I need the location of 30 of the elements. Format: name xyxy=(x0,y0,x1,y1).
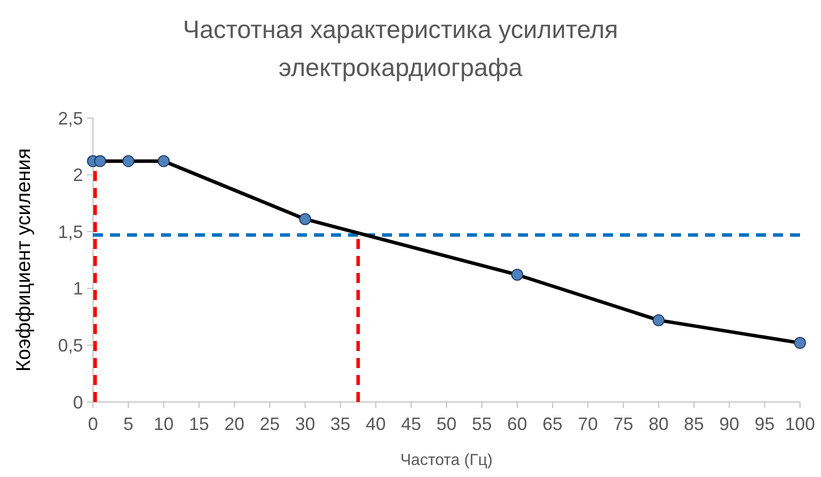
x-tick-label: 55 xyxy=(472,414,492,434)
x-tick-label: 15 xyxy=(189,414,210,434)
y-tick-label: 2 xyxy=(72,165,83,186)
x-tick-label: 75 xyxy=(613,414,634,434)
x-tick-label: 40 xyxy=(366,414,386,434)
x-tick-label: 65 xyxy=(542,414,563,434)
x-tick-label: 35 xyxy=(330,414,350,434)
x-tick-label: 100 xyxy=(784,414,816,434)
x-tick-label: 95 xyxy=(754,414,775,434)
x-tick-label: 25 xyxy=(260,414,280,434)
y-tick-label: 2,5 xyxy=(58,108,83,128)
x-tick-label: 0 xyxy=(88,414,98,434)
x-tick-label: 50 xyxy=(436,414,457,434)
x-tick-label: 70 xyxy=(578,414,598,434)
x-tick-label: 80 xyxy=(648,414,669,434)
x-tick-label: 45 xyxy=(401,414,422,434)
y-tick-label: 0,5 xyxy=(58,336,83,356)
x-tick-label: 60 xyxy=(507,414,528,434)
chart-title: Частотная характеристика усилителя электрокардиографа xyxy=(182,16,618,82)
y-tick-label: 1,5 xyxy=(58,222,83,242)
x-tick-label: 30 xyxy=(295,414,316,434)
x-tick-label: 5 xyxy=(123,414,134,434)
x-axis-title: Частота (Гц) xyxy=(400,452,493,469)
y-tick-label: 0 xyxy=(72,392,83,412)
x-tick-label: 90 xyxy=(719,414,740,434)
x-tick-label: 20 xyxy=(224,414,244,434)
x-tick-label: 85 xyxy=(684,414,704,434)
y-axis-title: Коэффициент усиления xyxy=(13,148,35,372)
x-tick-label: 10 xyxy=(154,414,174,434)
y-tick-label: 1 xyxy=(72,278,83,299)
